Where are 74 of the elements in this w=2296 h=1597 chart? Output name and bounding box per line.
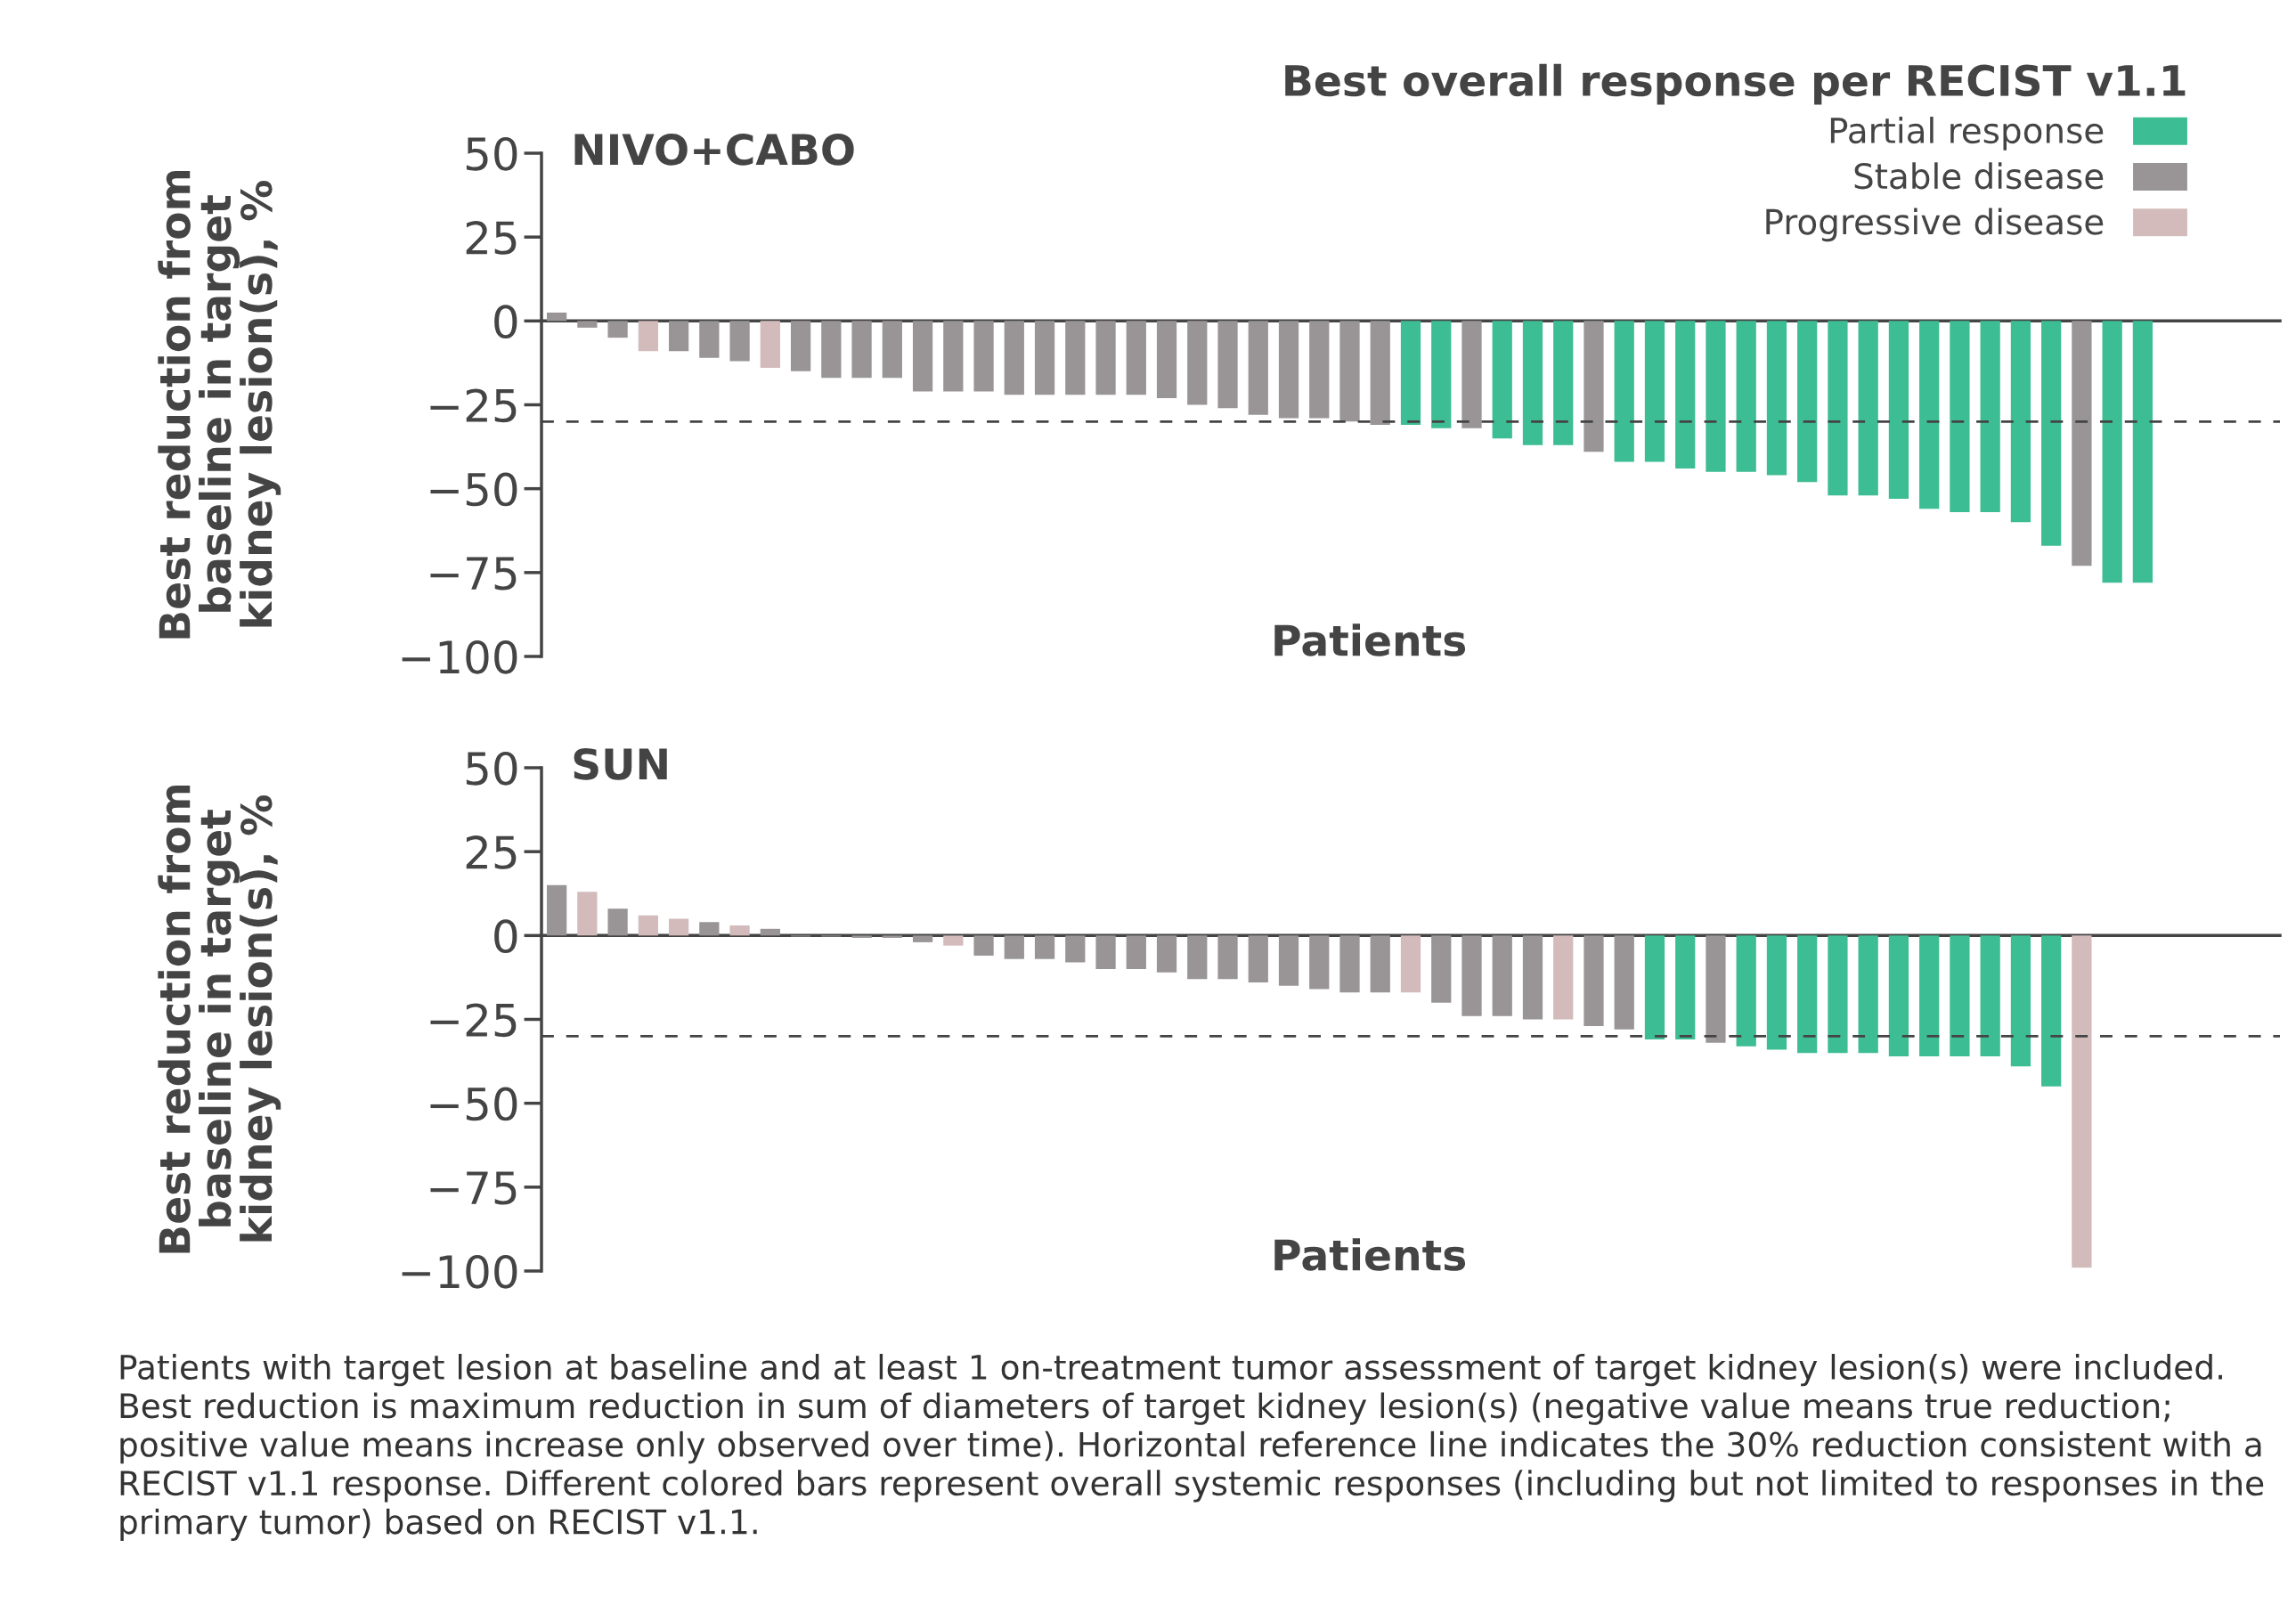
bar	[1492, 935, 1512, 1016]
bar	[1126, 935, 1146, 969]
bar	[1187, 935, 1208, 980]
bar	[1370, 935, 1390, 993]
bar	[912, 935, 933, 942]
bar	[546, 884, 567, 936]
legend-label: Partial response	[1830, 117, 2104, 151]
bar	[1034, 935, 1055, 959]
bar	[1919, 935, 1940, 1056]
bar	[943, 935, 964, 946]
y-tick-label: 50	[466, 751, 517, 786]
bar	[2072, 935, 2092, 1268]
bar	[1797, 935, 1818, 1054]
y-tick-label: −100	[402, 640, 517, 674]
bar	[882, 935, 902, 938]
bar	[1980, 935, 2000, 1056]
bar	[2041, 935, 2062, 1087]
y-tick-label: −25	[430, 388, 517, 423]
legend-label: Stable disease	[1854, 162, 2104, 190]
chart-title: NIVO+CABO	[574, 133, 854, 166]
bar	[1431, 935, 1452, 1003]
y-tick-label: −50	[430, 472, 517, 507]
bar	[1400, 935, 1421, 993]
bar	[1766, 935, 1787, 1050]
x-axis-title: Patients	[1274, 623, 1466, 656]
bar	[1339, 935, 1360, 993]
bar	[1156, 935, 1177, 973]
bar	[1858, 935, 1878, 1054]
bar	[2010, 935, 2031, 1067]
bar	[760, 928, 780, 936]
bar	[1736, 935, 1756, 1047]
legend-title: Best overall response per RECIST v1.1	[1285, 63, 2186, 105]
bar	[729, 925, 750, 936]
bar	[1950, 935, 1970, 1056]
y-tick-label: −25	[430, 1003, 517, 1038]
y-tick-label: 50	[466, 136, 517, 171]
chart-title: SUN	[574, 747, 667, 780]
y-tick-label: −75	[430, 557, 517, 591]
bar	[699, 922, 720, 936]
y-axis-title: Best reduction from baseline in target kidney lesion(s), %	[158, 785, 281, 1253]
y-axis-title: Best reduction from baseline in target kidney lesion(s), %	[158, 170, 281, 639]
x-axis-title: Patients	[1274, 1238, 1466, 1271]
bar	[1584, 935, 1604, 1027]
bar	[851, 935, 872, 938]
bar	[1095, 935, 1116, 969]
bar	[1888, 935, 1909, 1056]
bar	[1248, 935, 1268, 983]
bar	[1675, 935, 1696, 1040]
bar	[973, 935, 994, 956]
bar	[1309, 935, 1330, 990]
bar	[1065, 935, 1086, 963]
bar	[1553, 935, 1574, 1020]
y-tick-label: −75	[430, 1171, 517, 1205]
y-tick-label: −50	[430, 1087, 517, 1121]
bar	[1614, 935, 1634, 1030]
bar	[1828, 935, 1848, 1054]
bar	[577, 892, 598, 936]
y-tick-label: 25	[466, 835, 517, 869]
bar	[1004, 935, 1024, 959]
bar	[1706, 935, 1726, 1043]
y-tick-label: 0	[494, 919, 517, 954]
text: Patients with target lesion at baseline and at least 1 on-treatment tumor assessment of target kidney lesion(s) were included. Best reduction is maximum reduction in sum of diameters of target kidney lesion(s) (negative value means true reduction; positive value means increase only observed over time). Horizontal reference line indicates the 30% reduction consistent with a RECIST v1.1 response. Different colored bars represent overall systemic responses (including but not limited to responses in the primary tumor) based on RECIST v1.1.	[120, 1354, 2264, 1541]
bar	[668, 918, 689, 936]
bar	[607, 908, 628, 936]
y-tick-label: −100	[402, 1254, 517, 1289]
y-tick-label: 0	[494, 305, 517, 339]
bar	[1278, 935, 1299, 986]
legend-label: Progressive disease	[1766, 208, 2104, 242]
bar	[1217, 935, 1238, 980]
bar	[1461, 935, 1482, 1016]
y-tick-label: 25	[466, 221, 517, 255]
bar	[638, 915, 658, 936]
bar	[1522, 935, 1543, 1020]
bar	[1644, 935, 1665, 1040]
